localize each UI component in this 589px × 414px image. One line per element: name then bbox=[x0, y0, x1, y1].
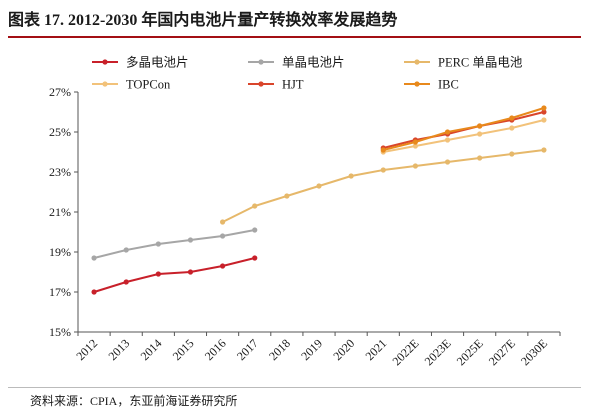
data-point bbox=[252, 255, 258, 261]
y-tick-label: 21% bbox=[49, 205, 71, 219]
data-point bbox=[477, 123, 483, 129]
data-point bbox=[444, 137, 451, 143]
data-point bbox=[477, 131, 483, 137]
legend-item: 多晶电池片 bbox=[92, 56, 189, 70]
series-group bbox=[91, 105, 547, 295]
data-point bbox=[316, 183, 322, 189]
x-tick-label: 2025E bbox=[454, 336, 486, 368]
x-tick-label: 2030E bbox=[518, 336, 550, 368]
data-point bbox=[91, 289, 97, 295]
y-tick-label: 17% bbox=[49, 285, 71, 299]
axes: 15%17%19%21%23%25%27%2012 2013 2014 2015 201… bbox=[49, 85, 561, 368]
x-tick-label: 2014 bbox=[138, 336, 165, 363]
legend-swatch-marker bbox=[414, 59, 420, 65]
y-tick-label: 27% bbox=[49, 85, 71, 99]
series-5 bbox=[380, 105, 547, 153]
legend-label: IBC bbox=[438, 78, 459, 92]
legend-label: 单晶电池片 bbox=[282, 56, 345, 70]
series-3 bbox=[380, 117, 547, 155]
legend-swatch-marker bbox=[102, 81, 108, 87]
y-tick-label: 19% bbox=[49, 245, 71, 259]
data-point bbox=[284, 193, 290, 199]
data-point bbox=[252, 227, 258, 233]
series-line bbox=[222, 149, 545, 223]
y-tick-label: 15% bbox=[49, 325, 71, 339]
legend-swatch-marker bbox=[258, 59, 264, 65]
source-note: 资料来源：CPIA，东亚前海证券研究所 bbox=[30, 394, 238, 408]
data-point bbox=[541, 109, 547, 115]
x-tick-label: 2018 bbox=[266, 336, 293, 363]
legend-item: TOPCon bbox=[92, 78, 171, 92]
data-point bbox=[220, 233, 226, 239]
data-point bbox=[412, 143, 418, 149]
y-tick-label: 23% bbox=[49, 165, 71, 179]
data-point bbox=[444, 159, 451, 165]
legend: 多晶电池片 单晶电池片 PERC 单晶电池 TOPCon HJT IBC bbox=[92, 56, 523, 92]
legend-item: PERC 单晶电池 bbox=[404, 56, 523, 70]
data-point bbox=[187, 237, 194, 243]
data-point bbox=[509, 125, 515, 131]
series-0 bbox=[91, 255, 258, 295]
data-point bbox=[380, 147, 386, 153]
data-point bbox=[123, 279, 129, 285]
series-line bbox=[383, 107, 545, 151]
x-tick-label: 2017 bbox=[234, 336, 261, 363]
data-point bbox=[541, 105, 547, 111]
x-tick-label: 2016 bbox=[202, 336, 229, 363]
x-tick-label: 2023E bbox=[422, 336, 454, 368]
series-line bbox=[383, 119, 545, 153]
data-point bbox=[477, 155, 483, 161]
x-tick-label: 2021 bbox=[363, 336, 390, 363]
data-point bbox=[187, 269, 194, 275]
legend-item: 单晶电池片 bbox=[248, 56, 345, 70]
legend-label: 多晶电池片 bbox=[126, 56, 189, 70]
legend-item: HJT bbox=[248, 78, 304, 92]
x-tick-label: 2012 bbox=[73, 336, 100, 363]
data-point bbox=[412, 139, 418, 145]
legend-label: PERC 单晶电池 bbox=[438, 56, 523, 70]
x-tick-label: 2015 bbox=[170, 336, 197, 363]
data-point bbox=[155, 271, 161, 277]
data-point bbox=[220, 263, 226, 269]
data-point bbox=[155, 241, 161, 247]
legend-swatch-marker bbox=[414, 81, 420, 87]
series-line bbox=[93, 257, 255, 293]
data-point bbox=[444, 129, 451, 135]
data-point bbox=[220, 219, 226, 225]
data-point bbox=[509, 151, 515, 157]
data-point bbox=[380, 167, 386, 173]
series-line bbox=[93, 229, 255, 259]
data-point bbox=[91, 255, 97, 261]
data-point bbox=[252, 203, 258, 209]
legend-swatch-marker bbox=[102, 59, 108, 65]
legend-swatch-marker bbox=[258, 81, 264, 87]
legend-item: IBC bbox=[404, 78, 459, 92]
chart-title-text: 图表 17. 2012-2030 年国内电池片量产转换效率发展趋势 bbox=[8, 12, 398, 29]
data-point bbox=[509, 115, 515, 121]
data-point bbox=[541, 147, 547, 153]
chart-title: 图表 17. 2012-2030 年国内电池片量产转换效率发展趋势 bbox=[8, 8, 581, 38]
data-point bbox=[123, 247, 129, 253]
legend-label: TOPCon bbox=[126, 78, 171, 92]
x-tick-label: 2019 bbox=[298, 336, 325, 363]
y-tick-label: 25% bbox=[49, 125, 71, 139]
series-1 bbox=[91, 227, 258, 261]
footer-divider bbox=[8, 387, 581, 388]
series-2 bbox=[220, 147, 547, 225]
legend-label: HJT bbox=[282, 78, 304, 92]
data-point bbox=[348, 173, 354, 179]
data-point bbox=[541, 117, 547, 123]
x-tick-label: 2027E bbox=[486, 336, 518, 368]
x-tick-label: 2013 bbox=[105, 336, 132, 363]
data-point bbox=[412, 163, 418, 169]
x-tick-label: 2020 bbox=[330, 336, 357, 363]
x-tick-label: 2022E bbox=[389, 336, 421, 368]
